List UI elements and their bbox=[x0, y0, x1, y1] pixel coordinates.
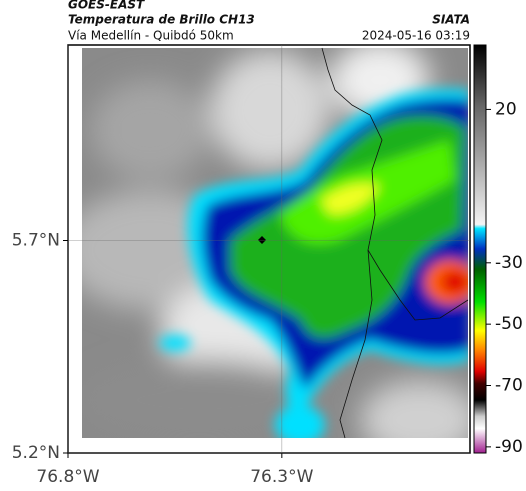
lat-tick-label: 5.7°N bbox=[12, 231, 60, 251]
colorbar-tick-label: -30 bbox=[495, 253, 523, 273]
lon-tick-label: 76.8°W bbox=[36, 467, 99, 487]
colorbar-tick-label: -90 bbox=[495, 437, 523, 457]
colorbar-tick-label: 20 bbox=[495, 99, 517, 119]
border bbox=[339, 249, 373, 439]
source: SIATA bbox=[432, 13, 470, 27]
location-marker bbox=[258, 236, 266, 244]
region: Vía Medellín - Quibdó 50km bbox=[68, 29, 234, 43]
lon-tick-label: 76.3°W bbox=[250, 467, 313, 487]
subtitle: Temperatura de Brillo CH13 bbox=[68, 13, 255, 27]
colorbar-tick-label: -70 bbox=[495, 376, 523, 396]
title: GOES-EAST bbox=[68, 0, 145, 12]
timestamp: 2024-05-16 03:19 bbox=[362, 29, 470, 43]
border bbox=[321, 47, 469, 321]
lat-tick-label: 5.2°N bbox=[12, 443, 60, 463]
colorbar-tick-label: -50 bbox=[495, 314, 523, 334]
colorbar bbox=[473, 44, 487, 454]
satellite-image bbox=[82, 48, 468, 438]
